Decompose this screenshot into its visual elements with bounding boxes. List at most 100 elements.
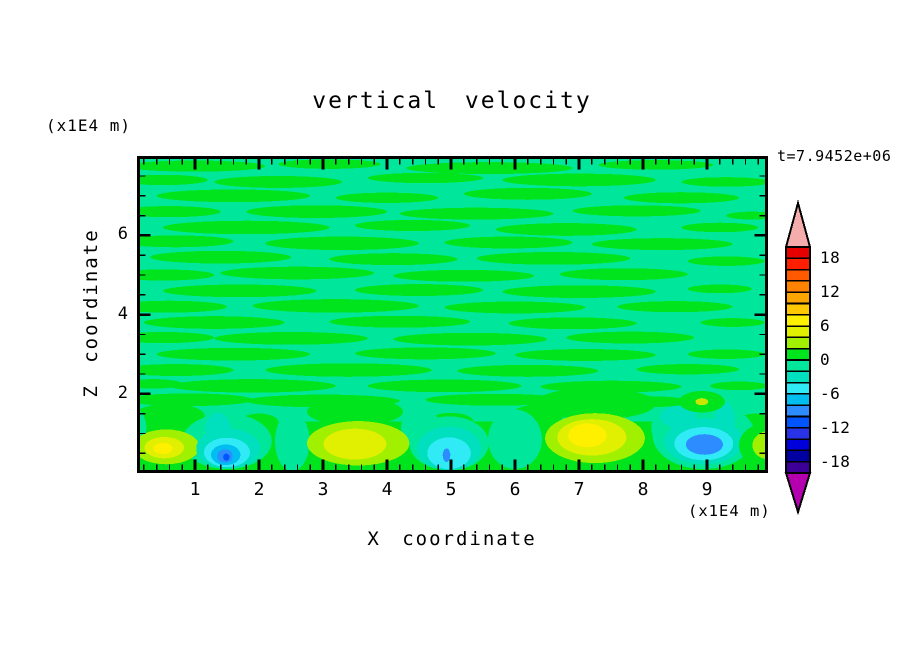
streak [214, 176, 343, 188]
z-tick-label: 4 [117, 303, 128, 324]
colorbar-over-arrow [784, 200, 812, 248]
colorbar-segment [785, 257, 811, 271]
colorbar-segment [785, 381, 811, 395]
colorbar-label: -18 [820, 451, 851, 471]
streak [143, 316, 285, 329]
streak [265, 363, 432, 377]
streak [463, 187, 592, 200]
colorbar-segment [785, 347, 811, 361]
x-tick-label: 4 [381, 479, 393, 500]
colorbar-segment [785, 449, 811, 463]
colorbar-label: 18 [820, 248, 841, 268]
colorbar-segment [785, 280, 811, 294]
streak [598, 160, 714, 170]
contour-plot [137, 156, 768, 473]
small-updraft [695, 398, 709, 406]
streak [137, 300, 227, 313]
x-tick-label: 1 [189, 479, 201, 500]
colorbar-label: 12 [820, 282, 841, 302]
streak [355, 219, 471, 232]
streak [156, 347, 311, 361]
colorbar-segment [785, 359, 811, 373]
streak [150, 250, 291, 264]
streak [355, 347, 496, 360]
streak [335, 192, 439, 203]
z-tick-label: 2 [117, 382, 128, 403]
streak [329, 315, 471, 328]
streak [700, 318, 765, 327]
streak [367, 379, 522, 393]
x-tick-label: 2 [253, 479, 265, 500]
plot-frame [137, 156, 768, 473]
updraft-cell [568, 423, 607, 448]
streak [393, 269, 535, 282]
z-axis-units-label: (x1E4 m) [46, 116, 132, 135]
streak [681, 177, 768, 187]
streak [163, 220, 330, 235]
streak [265, 236, 419, 251]
streak [502, 285, 656, 298]
streak [156, 189, 311, 203]
colorbar-label: -6 [820, 383, 841, 403]
colorbar-segment [785, 246, 811, 260]
streak [559, 268, 688, 281]
streak [687, 349, 765, 359]
x-tick-label: 7 [573, 479, 585, 500]
colorbar-segment [785, 336, 811, 350]
updraft-cell [323, 428, 387, 460]
streak [566, 331, 695, 344]
streak [726, 211, 768, 220]
streak [508, 317, 637, 330]
streak [367, 172, 483, 184]
streak [457, 364, 599, 377]
streak [137, 393, 253, 407]
streak [169, 379, 336, 393]
streak [278, 159, 381, 169]
streak [444, 301, 586, 314]
colorbar-segment [785, 427, 811, 440]
x-tick-label: 3 [317, 479, 329, 500]
streak [246, 205, 387, 218]
downdraft-cell [685, 434, 723, 455]
streak [444, 236, 573, 249]
colorbar [784, 200, 812, 516]
colorbar-segment [785, 415, 811, 429]
colorbar-segment [785, 393, 811, 406]
colorbar-label: 0 [820, 350, 831, 369]
streak [572, 205, 701, 217]
streak [137, 269, 215, 281]
streak [591, 238, 733, 251]
streak [137, 235, 234, 248]
streak [515, 349, 656, 361]
time-label: t=7.9452e+06 [777, 147, 892, 165]
streak [137, 364, 234, 376]
streak [393, 332, 547, 346]
streak [502, 173, 656, 187]
x-tick-label: 5 [445, 479, 457, 500]
streak [425, 393, 567, 406]
streak [220, 266, 375, 280]
x-axis-title: X coordinate [367, 528, 537, 550]
streak [476, 252, 631, 265]
colorbar-segment [785, 302, 811, 316]
streak [137, 206, 221, 218]
axis-ticks [139, 158, 766, 471]
edge-updraft [752, 431, 768, 460]
updraft-cell [153, 442, 173, 454]
colorbar-segment [785, 325, 811, 339]
x-tick-label: 6 [509, 479, 521, 500]
streak [495, 223, 637, 236]
streak [137, 332, 215, 344]
streak [137, 379, 183, 389]
streak [406, 162, 573, 175]
streak [252, 299, 419, 313]
streak [137, 174, 208, 186]
streak [355, 284, 483, 296]
colorbar-segment [785, 291, 811, 305]
colorbar-segment [785, 370, 811, 384]
plot-title: vertical velocity [312, 88, 592, 114]
downdraft-cell [205, 412, 231, 447]
x-tick-label: 9 [701, 479, 713, 500]
streak [329, 253, 458, 266]
